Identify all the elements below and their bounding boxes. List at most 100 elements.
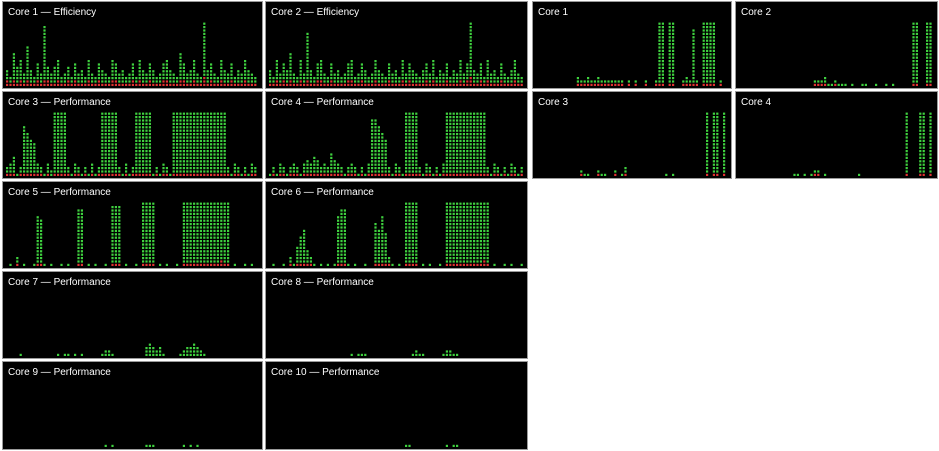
user-load-dot <box>299 250 302 253</box>
user-load-dot <box>813 170 816 173</box>
user-load-dot <box>206 246 209 249</box>
user-load-dot <box>223 163 226 166</box>
user-load-dot <box>415 129 418 132</box>
user-load-dot <box>405 119 408 122</box>
user-load-dot <box>513 66 516 69</box>
user-load-dot <box>296 246 299 249</box>
cpu-history-plot <box>269 290 524 356</box>
user-load-dot <box>43 29 46 32</box>
user-load-dot <box>77 77 80 80</box>
user-load-dot <box>824 77 827 80</box>
system-load-dot <box>398 173 401 176</box>
user-load-dot <box>912 70 915 73</box>
user-load-dot <box>367 170 370 173</box>
user-load-dot <box>135 150 138 153</box>
user-load-dot <box>405 212 408 215</box>
user-load-dot <box>223 229 226 232</box>
user-load-dot <box>306 53 309 56</box>
user-load-dot <box>152 260 155 263</box>
user-load-dot <box>50 263 53 266</box>
user-load-dot <box>445 253 448 256</box>
user-load-dot <box>452 257 455 260</box>
user-load-dot <box>486 170 489 173</box>
system-load-dot <box>510 173 513 176</box>
system-load-dot <box>452 263 455 266</box>
user-load-dot <box>709 32 712 35</box>
user-load-dot <box>452 112 455 115</box>
user-load-dot <box>101 77 104 80</box>
user-load-dot <box>469 219 472 222</box>
user-load-dot <box>439 70 442 73</box>
user-load-dot <box>138 139 141 142</box>
user-load-dot <box>834 80 837 83</box>
user-load-dot <box>223 240 226 243</box>
user-load-dot <box>142 202 145 205</box>
user-load-dot <box>486 167 489 170</box>
user-load-dot <box>104 136 107 139</box>
user-load-dot <box>36 70 39 73</box>
user-load-dot <box>316 160 319 163</box>
user-load-dot <box>203 150 206 153</box>
cpu-history-plot <box>739 110 934 176</box>
system-load-dot <box>292 173 295 176</box>
user-load-dot <box>118 253 121 256</box>
system-load-dot <box>483 260 486 263</box>
user-load-dot <box>220 170 223 173</box>
system-load-dot <box>104 173 107 176</box>
user-load-dot <box>706 139 709 142</box>
user-load-dot <box>398 170 401 173</box>
user-load-dot <box>193 347 196 350</box>
system-load-dot <box>40 263 43 266</box>
user-load-dot <box>469 202 472 205</box>
user-load-dot <box>148 119 151 122</box>
user-load-dot <box>503 73 506 76</box>
user-load-dot <box>712 119 715 122</box>
user-load-dot <box>658 29 661 32</box>
user-load-dot <box>466 116 469 119</box>
user-load-dot <box>91 163 94 166</box>
system-load-dot <box>108 83 111 86</box>
user-load-dot <box>244 170 247 173</box>
user-load-dot <box>12 70 15 73</box>
user-load-dot <box>837 83 840 86</box>
user-load-dot <box>706 32 709 35</box>
user-load-dot <box>712 46 715 49</box>
user-load-dot <box>706 22 709 25</box>
user-load-dot <box>77 170 80 173</box>
user-load-dot <box>466 206 469 209</box>
user-load-dot <box>148 257 151 260</box>
user-load-dot <box>186 143 189 146</box>
user-load-dot <box>142 229 145 232</box>
user-load-dot <box>210 119 213 122</box>
user-load-dot <box>479 202 482 205</box>
user-load-dot <box>189 350 192 353</box>
user-load-dot <box>377 150 380 153</box>
user-load-dot <box>469 56 472 59</box>
system-load-dot <box>131 173 134 176</box>
user-load-dot <box>275 66 278 69</box>
user-load-dot <box>405 160 408 163</box>
user-load-dot <box>104 80 107 83</box>
user-load-dot <box>210 156 213 159</box>
user-load-dot <box>405 153 408 156</box>
user-load-dot <box>483 167 486 170</box>
user-load-dot <box>452 77 455 80</box>
user-load-dot <box>712 139 715 142</box>
system-load-dot <box>449 173 452 176</box>
user-load-dot <box>452 444 455 447</box>
user-load-dot <box>303 246 306 249</box>
user-load-dot <box>405 116 408 119</box>
user-load-dot <box>145 170 148 173</box>
user-load-dot <box>210 167 213 170</box>
user-load-dot <box>227 206 230 209</box>
user-load-dot <box>104 167 107 170</box>
system-load-dot <box>473 83 476 86</box>
system-load-dot <box>442 173 445 176</box>
user-load-dot <box>415 240 418 243</box>
user-load-dot <box>148 163 151 166</box>
system-load-dot <box>391 83 394 86</box>
user-load-dot <box>111 153 114 156</box>
user-load-dot <box>286 77 289 80</box>
panel-title: Core 8 — Performance <box>271 277 374 288</box>
user-load-dot <box>182 226 185 229</box>
